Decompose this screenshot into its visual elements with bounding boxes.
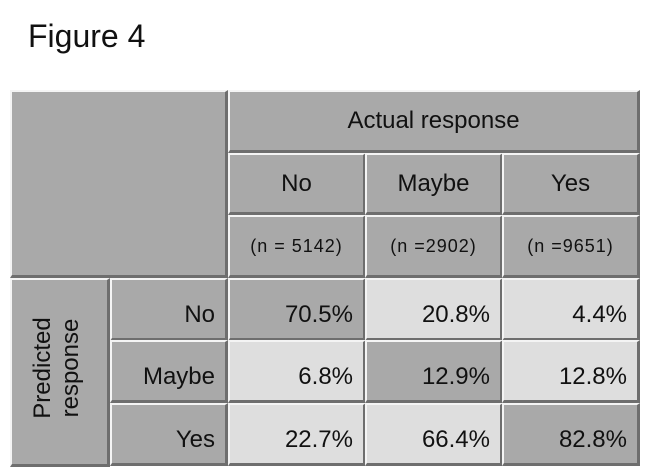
- value-cell: 6.8%: [228, 340, 366, 403]
- row-group-label: Predicted response: [29, 317, 84, 419]
- row-label: No: [110, 278, 228, 341]
- row-group: Predicted response: [10, 278, 110, 467]
- value-cell: 82.8%: [502, 403, 640, 466]
- value-cell: 12.9%: [365, 340, 503, 403]
- column-n: (n =2902): [365, 215, 503, 278]
- value-cell: 4.4%: [502, 278, 640, 341]
- value-cell: 70.5%: [228, 278, 366, 341]
- column-label: Yes: [502, 153, 640, 215]
- column-label: Maybe: [365, 153, 503, 215]
- column-n: (n = 5142): [228, 215, 366, 278]
- value-cell: 12.8%: [502, 340, 640, 403]
- value-cell: 20.8%: [365, 278, 503, 341]
- column-n: (n =9651): [502, 215, 640, 278]
- row-label: Yes: [110, 403, 228, 466]
- figure-title: Figure 4: [28, 18, 146, 54]
- row-label: Maybe: [110, 340, 228, 403]
- value-cell: 66.4%: [365, 403, 503, 466]
- value-cell: 22.7%: [228, 403, 366, 466]
- column-label: No: [228, 153, 366, 215]
- corner: [10, 90, 228, 278]
- column-group: Actual response: [228, 90, 640, 153]
